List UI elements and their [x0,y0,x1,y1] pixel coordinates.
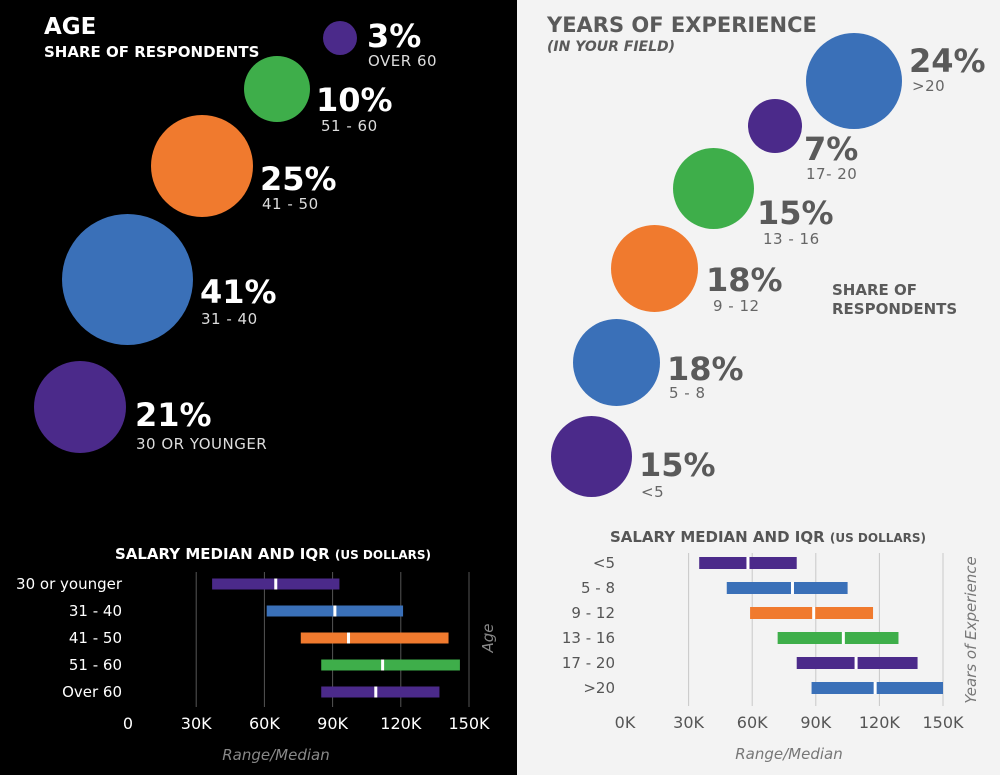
age-category-label: 51 - 60 [69,656,122,674]
age-chart-title: SALARY MEDIAN AND IQR (US DOLLARS) [115,545,431,563]
exp-median-marker [854,657,858,669]
exp-range-over-20: >20 [912,77,946,95]
exp-pct-17-20: 7% [804,130,859,168]
exp-median-marker [790,582,794,594]
exp-bubble-5-8 [573,319,660,406]
exp-median-marker [841,632,845,644]
share-label-line2: RESPONDENTS [832,300,958,318]
age-range-51-60: 51 - 60 [321,117,378,135]
age-iqr-bar [300,632,449,644]
age-range-30-younger: 30 OR YOUNGER [136,435,268,453]
exp-category-label: 13 - 16 [562,629,615,647]
exp-range-13-16: 13 - 16 [763,230,820,248]
age-median-marker [347,632,351,644]
exp-x-axis-label: Range/Median [735,745,842,763]
exp-median-marker [746,557,750,569]
exp-x-tick-label: 0K [615,713,636,732]
exp-x-tick-label: 150K [922,713,964,732]
exp-median-marker [812,607,816,619]
exp-category-label: 17 - 20 [562,654,615,672]
age-category-label: Over 60 [62,683,122,701]
age-median-marker [381,659,385,671]
age-x-tick-label: 90K [317,714,348,733]
age-y-axis-label: Age [479,623,497,653]
age-x-tick-label: 150K [448,714,490,733]
age-title: AGE [44,14,97,40]
age-x-tick-label: 30K [181,714,212,733]
exp-median-marker [873,682,877,694]
age-median-marker [374,686,378,698]
age-category-label: 31 - 40 [69,602,122,620]
exp-x-tick-label: 120K [859,713,901,732]
age-pct-31-40: 41% [200,273,277,311]
age-iqr-bar [321,686,440,698]
experience-salary-chart: SALARY MEDIAN AND IQR (US DOLLARS) 0K 30K 6… [562,528,980,763]
age-panel: AGE SHARE OF RESPONDENTS 3% OVER 60 10% … [0,0,517,775]
age-pct-30-younger: 21% [135,396,212,434]
exp-pct-9-12: 18% [706,261,783,299]
age-bubble-51-60 [244,56,310,122]
exp-x-tick-label: 30K [673,713,704,732]
age-range-31-40: 31 - 40 [201,310,258,328]
exp-iqr-bar [777,632,899,644]
exp-bubble-17-20 [748,99,802,153]
age-x-tick-label: 120K [380,714,422,733]
exp-pct-5-8: 18% [667,350,744,388]
age-subtitle: SHARE OF RESPONDENTS [44,43,260,61]
exp-bubble-13-16 [673,148,754,229]
experience-title: YEARS OF EXPERIENCE [547,13,817,37]
age-x-tick-label: 0 [123,714,133,733]
age-median-marker [333,605,337,617]
exp-x-tick-label: 60K [737,713,768,732]
exp-category-label: <5 [593,554,615,572]
age-range-41-50: 41 - 50 [262,195,319,213]
exp-y-axis-label: Years of Experience [962,556,980,704]
exp-bubble-over-20 [806,33,902,129]
exp-category-label: >20 [583,679,615,697]
age-median-marker [274,578,278,590]
age-range-over-60: OVER 60 [368,52,438,70]
age-bubble-30-younger [34,361,126,453]
age-pct-41-50: 25% [260,160,337,198]
age-x-axis-label: Range/Median [222,746,329,764]
exp-iqr-bar [750,607,874,619]
exp-range-under-5: <5 [641,483,665,501]
share-label-line1: SHARE OF [832,281,917,299]
age-bubble-31-40 [62,214,193,345]
age-category-label: 41 - 50 [69,629,122,647]
exp-range-9-12: 9 - 12 [713,297,760,315]
age-category-label: 30 or younger [16,575,123,593]
exp-pct-under-5: 15% [639,446,716,484]
exp-chart-title: SALARY MEDIAN AND IQR (US DOLLARS) [610,528,926,546]
experience-panel: YEARS OF EXPERIENCE (IN YOUR FIELD) 24% … [517,0,1000,775]
exp-bubble-under-5 [551,416,632,497]
exp-pct-over-20: 24% [909,42,986,80]
age-pct-51-60: 10% [316,81,393,119]
age-bubble-41-50 [151,115,253,217]
exp-range-5-8: 5 - 8 [669,384,706,402]
age-salary-chart: SALARY MEDIAN AND IQR (US DOLLARS) 0 30K 60… [16,545,497,764]
exp-category-label: 5 - 8 [581,579,615,597]
exp-iqr-bar [726,582,848,594]
experience-subtitle: (IN YOUR FIELD) [547,39,676,55]
age-iqr-bar [321,659,460,671]
age-pct-over-60: 3% [367,17,422,55]
age-bubble-over-60 [323,21,357,55]
exp-bubble-9-12 [611,225,698,312]
exp-category-label: 9 - 12 [571,604,615,622]
exp-range-17-20: 17- 20 [806,165,858,183]
exp-x-tick-label: 90K [800,713,831,732]
age-x-tick-label: 60K [249,714,280,733]
exp-pct-13-16: 15% [757,194,834,232]
exp-iqr-bar [811,682,943,694]
